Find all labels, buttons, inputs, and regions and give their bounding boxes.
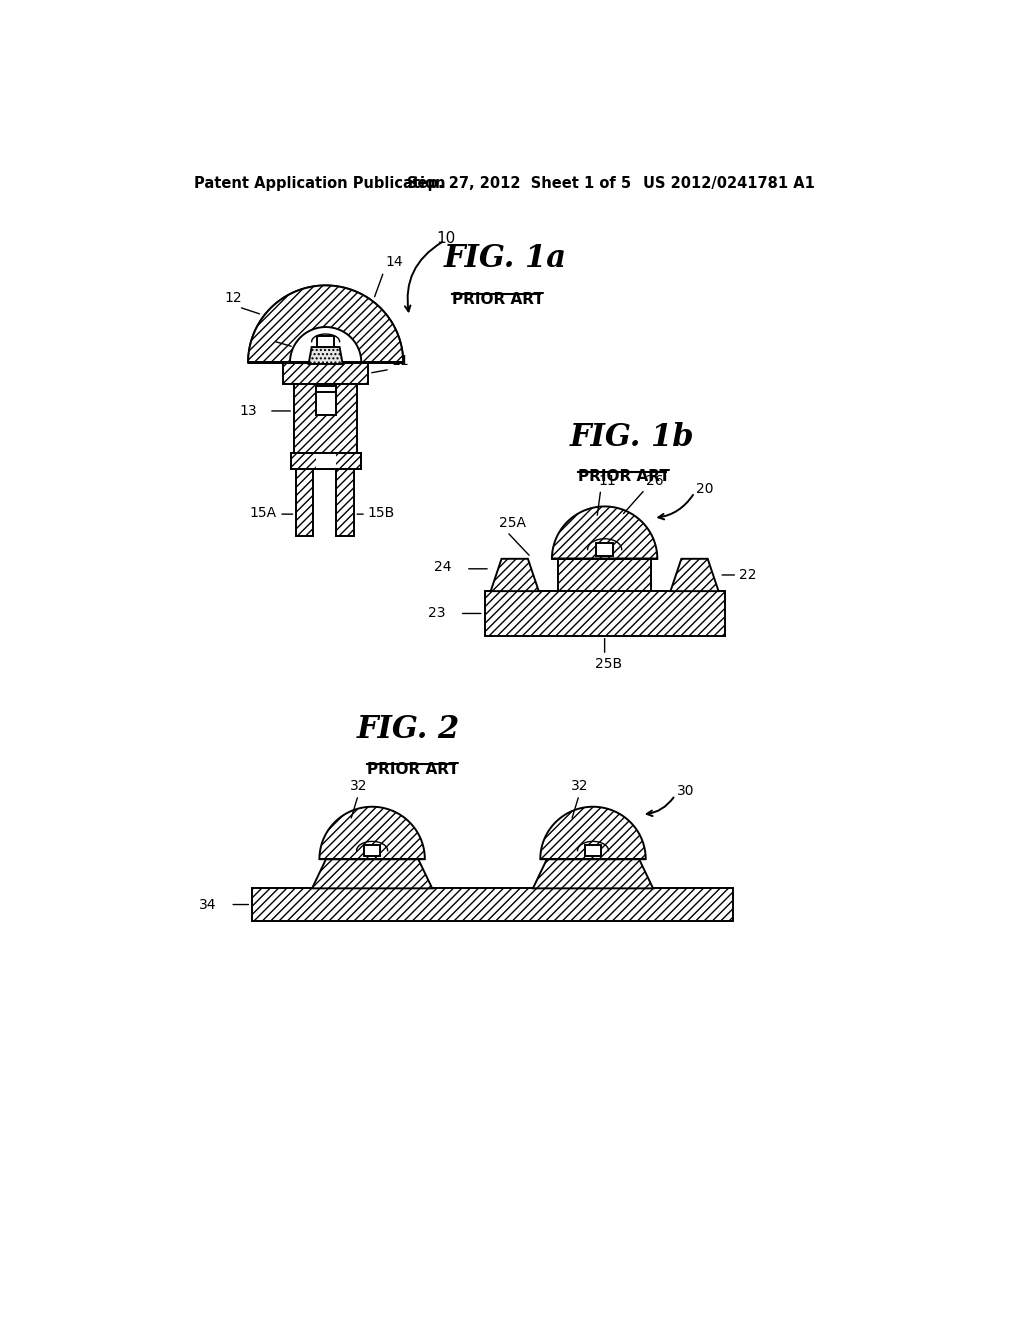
Polygon shape: [312, 859, 432, 888]
Polygon shape: [290, 327, 361, 363]
Polygon shape: [308, 347, 343, 364]
Text: 30: 30: [677, 784, 694, 799]
Polygon shape: [671, 558, 719, 591]
Polygon shape: [541, 807, 646, 859]
Text: 15A: 15A: [250, 506, 276, 520]
Text: FIG. 1a: FIG. 1a: [444, 243, 567, 275]
Text: 25A: 25A: [500, 516, 526, 531]
Polygon shape: [552, 507, 657, 558]
Text: PRIOR ART: PRIOR ART: [578, 470, 670, 484]
Text: 25B: 25B: [595, 657, 623, 672]
Text: 20: 20: [696, 482, 714, 495]
Text: Sep. 27, 2012  Sheet 1 of 5: Sep. 27, 2012 Sheet 1 of 5: [407, 176, 631, 190]
Text: US 2012/0241781 A1: US 2012/0241781 A1: [643, 176, 815, 190]
Bar: [558, 558, 651, 591]
Bar: [337, 469, 353, 536]
Text: 34: 34: [199, 898, 216, 912]
Bar: [315, 453, 336, 469]
Text: 13: 13: [239, 404, 257, 418]
Polygon shape: [319, 807, 425, 859]
Text: 12: 12: [225, 292, 243, 305]
Bar: [317, 337, 334, 347]
Bar: [294, 384, 357, 453]
Bar: [252, 888, 732, 921]
Bar: [365, 845, 380, 857]
Bar: [283, 363, 369, 384]
Bar: [315, 385, 336, 392]
Text: FIG. 2: FIG. 2: [356, 714, 460, 744]
Bar: [586, 845, 601, 857]
Text: 14: 14: [385, 255, 402, 268]
Text: FIG. 1b: FIG. 1b: [569, 421, 694, 453]
Bar: [484, 591, 725, 636]
Text: 32: 32: [571, 779, 589, 793]
Text: 26: 26: [646, 474, 665, 488]
Text: 11: 11: [598, 474, 616, 488]
Polygon shape: [532, 859, 653, 888]
Bar: [296, 469, 313, 536]
Polygon shape: [248, 285, 403, 363]
Text: 22: 22: [738, 568, 756, 582]
Polygon shape: [490, 558, 539, 591]
Text: Patent Application Publication: Patent Application Publication: [194, 176, 445, 190]
Bar: [315, 384, 336, 414]
Text: 11: 11: [391, 354, 410, 368]
Bar: [291, 453, 360, 469]
Text: 24: 24: [434, 560, 452, 574]
Text: 10: 10: [436, 231, 456, 246]
Bar: [291, 453, 360, 469]
Text: 23: 23: [428, 606, 445, 620]
Bar: [596, 544, 613, 556]
Polygon shape: [248, 285, 403, 363]
Text: 32: 32: [350, 779, 368, 793]
Polygon shape: [290, 327, 361, 363]
Text: 15B: 15B: [368, 506, 394, 520]
Text: PRIOR ART: PRIOR ART: [452, 292, 544, 306]
Text: PRIOR ART: PRIOR ART: [367, 762, 459, 777]
Text: 16: 16: [257, 325, 275, 339]
